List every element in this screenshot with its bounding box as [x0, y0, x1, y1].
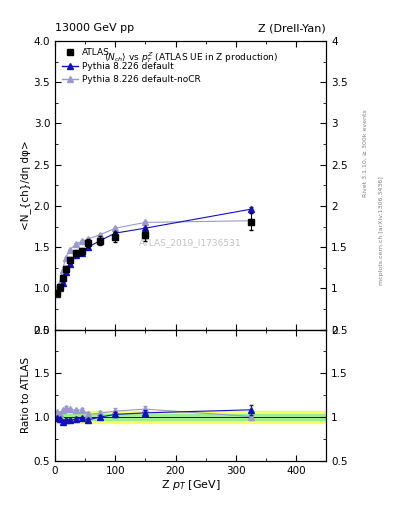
- Text: Z (Drell-Yan): Z (Drell-Yan): [259, 23, 326, 33]
- Text: 13000 GeV pp: 13000 GeV pp: [55, 23, 134, 33]
- Text: ATLAS_2019_I1736531: ATLAS_2019_I1736531: [139, 239, 242, 247]
- Bar: [55, 411, 326, 423]
- X-axis label: Z $p_T$ [GeV]: Z $p_T$ [GeV]: [161, 478, 220, 493]
- Y-axis label: <N_{ch}/dη dφ>: <N_{ch}/dη dφ>: [20, 140, 31, 230]
- Y-axis label: Ratio to ATLAS: Ratio to ATLAS: [21, 357, 31, 433]
- Legend: ATLAS, Pythia 8.226 default, Pythia 8.226 default-noCR: ATLAS, Pythia 8.226 default, Pythia 8.22…: [59, 46, 204, 87]
- Text: Rivet 3.1.10, ≥ 300k events: Rivet 3.1.10, ≥ 300k events: [363, 110, 368, 198]
- Text: $\langle N_{ch}\rangle$ vs $p_T^Z$ (ATLAS UE in Z production): $\langle N_{ch}\rangle$ vs $p_T^Z$ (ATLA…: [103, 50, 278, 65]
- Bar: [55, 414, 326, 420]
- Text: mcplots.cern.ch [arXiv:1306.3436]: mcplots.cern.ch [arXiv:1306.3436]: [379, 176, 384, 285]
